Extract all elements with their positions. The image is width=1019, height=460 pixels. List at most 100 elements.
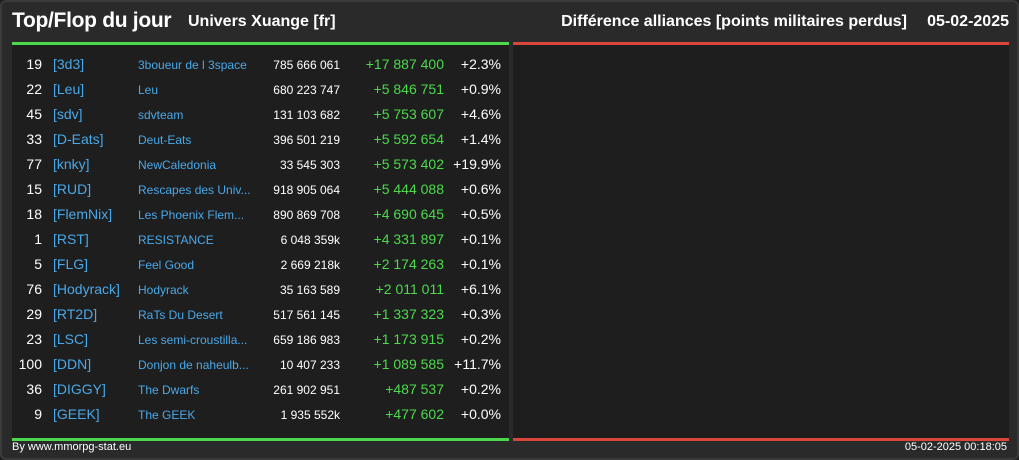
alliance-name-link[interactable]: RaTs Du Desert	[138, 308, 223, 322]
percent-change: +11.7%	[454, 356, 501, 372]
alliance-tag-link[interactable]: [DDN]	[53, 356, 92, 372]
points-difference: +1 337 323	[373, 306, 444, 322]
alliance-rank: 9	[34, 406, 42, 422]
universe-label: Univers Xuange [fr]	[188, 13, 336, 30]
alliance-rank: 45	[26, 106, 42, 122]
alliance-rank: 100	[18, 356, 42, 372]
percent-change: +0.2%	[460, 381, 501, 397]
top-panel: 19 [3d3] 3boueur de l 3space 785 666 061 +17…	[12, 42, 509, 441]
points-difference: +1 089 585	[373, 356, 444, 372]
alliance-name-link[interactable]: RESISTANCE	[138, 233, 214, 247]
alliance-points: 517 561 145	[273, 308, 340, 322]
points-difference: +477 602	[385, 406, 444, 422]
alliance-rank: 18	[26, 206, 42, 222]
alliance-rank: 33	[26, 131, 42, 147]
alliance-tag-link[interactable]: [sdv]	[53, 106, 83, 122]
alliance-tag-link[interactable]: [Hodyrack]	[53, 281, 120, 297]
alliance-tag-link[interactable]: [FLG]	[53, 256, 89, 272]
alliance-tag-link[interactable]: [DIGGY]	[53, 381, 106, 397]
alliance-rank: 19	[26, 56, 42, 72]
alliance-points: 261 902 951	[273, 383, 340, 397]
list-item: 36 [DIGGY] The Dwarfs 261 902 951 +487 537 +0…	[12, 377, 509, 402]
points-difference: +5 846 751	[373, 81, 444, 97]
percent-change: +0.2%	[460, 331, 501, 347]
alliance-tag-link[interactable]: [Leu]	[53, 81, 85, 97]
alliance-tag-link[interactable]: [RT2D]	[53, 306, 98, 322]
alliance-points: 6 048 359k	[280, 233, 340, 247]
alliance-tag-link[interactable]: [RST]	[53, 231, 89, 247]
page-title: Top/Flop du jour	[12, 9, 172, 32]
alliance-points: 10 407 233	[279, 358, 340, 372]
alliance-rank: 1	[34, 231, 42, 247]
alliance-tag-link[interactable]: [3d3]	[53, 56, 85, 72]
alliance-name-link[interactable]: Leu	[138, 83, 159, 97]
alliance-name-link[interactable]: The Dwarfs	[138, 383, 200, 397]
points-difference: +1 173 915	[373, 331, 444, 347]
list-item: 18 [FlemNix] Les Phoenix Flem... 890 869 70…	[12, 202, 509, 227]
top-list: 19 [3d3] 3boueur de l 3space 785 666 061 +17…	[12, 52, 509, 427]
alliance-points: 2 669 218k	[280, 258, 340, 272]
alliance-rank: 77	[26, 156, 42, 172]
list-item: 77 [knky] NewCaledonia 33 545 303 +5 573 402…	[12, 152, 509, 177]
alliance-tag-link[interactable]: [D-Eats]	[53, 131, 104, 147]
alliance-name-link[interactable]: Rescapes des Univ...	[138, 183, 251, 197]
alliance-rank: 76	[26, 281, 42, 297]
alliance-tag-link[interactable]: [knky]	[53, 156, 90, 172]
alliance-name-link[interactable]: Hodyrack	[138, 283, 189, 297]
alliance-tag-link[interactable]: [GEEK]	[53, 406, 100, 422]
ranking-date: 05-02-2025	[927, 13, 1009, 30]
alliance-rank: 22	[26, 81, 42, 97]
list-item: 33 [D-Eats] Deut-Eats 396 501 219 +5 592 654…	[12, 127, 509, 152]
alliance-tag-link[interactable]: [RUD]	[53, 181, 92, 197]
points-difference: +5 444 088	[373, 181, 444, 197]
list-item: 1 [RST] RESISTANCE 6 048 359k +4 331 897 +0.1…	[12, 227, 509, 252]
ranking-subtitle: Différence alliances [points militaires …	[561, 13, 907, 30]
percent-change: +0.1%	[460, 256, 501, 272]
list-item: 100 [DDN] Donjon de naheulb... 10 407 233 +1…	[12, 352, 509, 377]
flop-panel	[513, 42, 1009, 441]
site-credit[interactable]: By www.mmorpg-stat.eu	[12, 441, 132, 453]
alliance-name-link[interactable]: Deut-Eats	[138, 133, 192, 147]
points-difference: +5 592 654	[373, 131, 444, 147]
alliance-points: 659 186 983	[273, 333, 340, 347]
percent-change: +0.6%	[460, 181, 501, 197]
points-difference: +5 573 402	[373, 156, 444, 172]
alliance-name-link[interactable]: NewCaledonia	[138, 158, 217, 172]
list-item: 22 [Leu] Leu 680 223 747 +5 846 751 +0.9%	[12, 77, 509, 102]
points-difference: +17 887 400	[365, 56, 444, 72]
alliance-tag-link[interactable]: [LSC]	[53, 331, 89, 347]
alliance-points: 131 103 682	[273, 108, 340, 122]
percent-change: +4.6%	[460, 106, 501, 122]
alliance-rank: 29	[26, 306, 42, 322]
header: Top/Flop du jour Univers Xuange [fr] Dif…	[2, 2, 1017, 42]
alliance-name-link[interactable]: Feel Good	[138, 258, 195, 272]
percent-change: +0.5%	[460, 206, 501, 222]
alliance-name-link[interactable]: sdvteam	[138, 108, 184, 122]
list-item: 15 [RUD] Rescapes des Univ... 918 905 064 +5…	[12, 177, 509, 202]
alliance-name-link[interactable]: Les semi-croustilla...	[138, 333, 248, 347]
list-item: 23 [LSC] Les semi-croustilla... 659 186 983…	[12, 327, 509, 352]
percent-change: +0.0%	[460, 406, 501, 422]
alliance-tag-link[interactable]: [FlemNix]	[53, 206, 113, 222]
alliance-name-link[interactable]: The GEEK	[138, 408, 196, 422]
points-difference: +2 174 263	[373, 256, 444, 272]
list-item: 45 [sdv] sdvteam 131 103 682 +5 753 607 +4.6%	[12, 102, 509, 127]
alliance-rank: 5	[34, 256, 42, 272]
percent-change: +0.3%	[460, 306, 501, 322]
alliance-points: 396 501 219	[273, 133, 340, 147]
alliance-name-link[interactable]: Les Phoenix Flem...	[138, 208, 245, 222]
points-difference: +5 753 607	[373, 106, 444, 122]
percent-change: +19.9%	[453, 156, 501, 172]
alliance-rank: 23	[26, 331, 42, 347]
alliance-name-link[interactable]: Donjon de naheulb...	[138, 358, 249, 372]
generated-timestamp: 05-02-2025 00:18:05	[904, 441, 1007, 453]
points-difference: +487 537	[385, 381, 444, 397]
alliance-name-link[interactable]: 3boueur de l 3space	[138, 58, 247, 72]
points-difference: +2 011 011	[375, 281, 444, 297]
list-item: 19 [3d3] 3boueur de l 3space 785 666 061 +17…	[12, 52, 509, 77]
alliance-points: 680 223 747	[273, 83, 340, 97]
alliance-points: 1 935 552k	[280, 408, 340, 422]
percent-change: +6.1%	[460, 281, 501, 297]
list-item: 5 [FLG] Feel Good 2 669 218k +2 174 263 +0.1%	[12, 252, 509, 277]
